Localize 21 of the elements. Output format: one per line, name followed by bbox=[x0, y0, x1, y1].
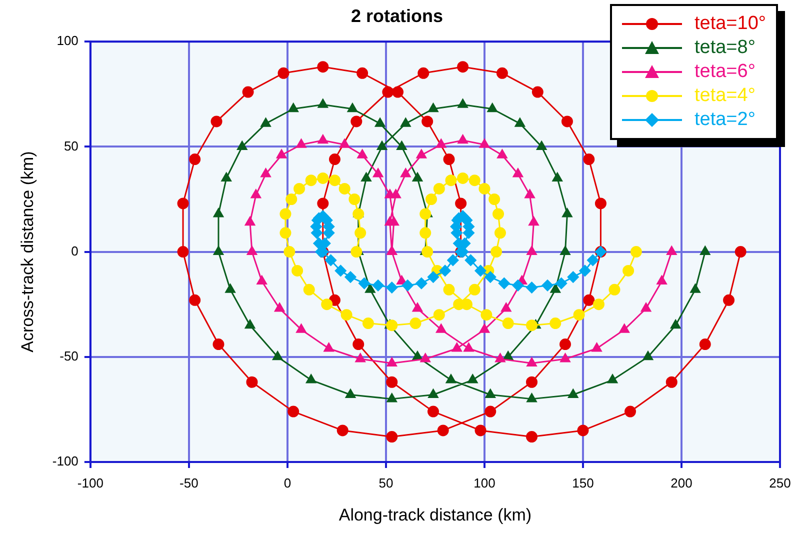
x-tick-label: 0 bbox=[284, 475, 292, 490]
y-axis-title: Across-track distance (km) bbox=[18, 151, 37, 352]
legend-label: teta=2° bbox=[694, 109, 756, 131]
x-tick-label: 150 bbox=[572, 475, 594, 490]
y-tick-label: 50 bbox=[64, 138, 78, 154]
chart-title: 2 rotations bbox=[350, 6, 444, 26]
x-tick-label: 100 bbox=[474, 475, 496, 490]
legend-label: teta=8° bbox=[694, 37, 756, 59]
x-tick-label: 200 bbox=[670, 475, 692, 490]
x-tick-label: 250 bbox=[769, 475, 791, 490]
y-tick-label: 0 bbox=[71, 243, 78, 258]
x-tick-label: 50 bbox=[378, 475, 394, 490]
y-tick-label: -50 bbox=[60, 348, 78, 364]
legend-label: teta=10° bbox=[694, 13, 766, 35]
y-tick-label: -100 bbox=[52, 454, 78, 469]
x-tick-label: -50 bbox=[180, 475, 198, 490]
legend-label: teta=6° bbox=[694, 61, 756, 83]
x-tick-label: -100 bbox=[77, 475, 104, 490]
legend-label: teta=4° bbox=[694, 85, 756, 107]
y-tick-label: 100 bbox=[56, 33, 78, 48]
x-axis-title: Along-track distance (km) bbox=[338, 505, 532, 524]
